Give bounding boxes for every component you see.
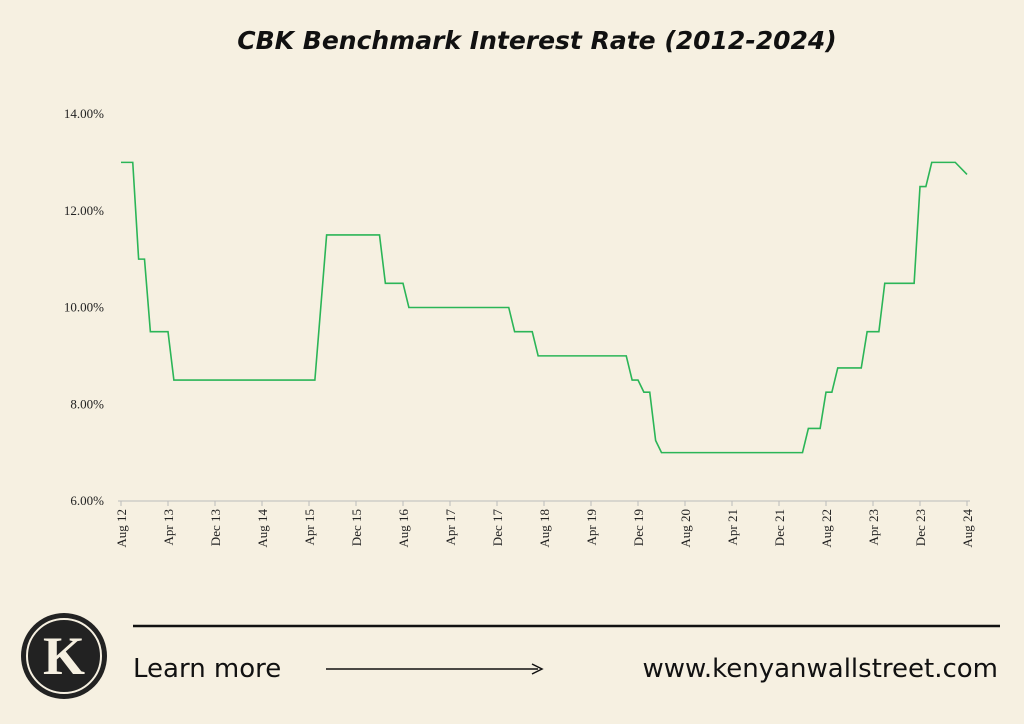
learn-more[interactable]: Learn more — [133, 654, 281, 684]
y-tick-label: 6.00% — [70, 493, 104, 508]
x-tick-label: Aug 12 — [114, 509, 129, 548]
x-tick-label: Aug 18 — [537, 509, 552, 548]
x-tick-label: Apr 19 — [584, 509, 599, 545]
x-tick-label: Aug 24 — [960, 509, 975, 548]
x-tick-label: Apr 21 — [725, 509, 740, 545]
x-tick-label: Dec 15 — [349, 509, 364, 546]
x-tick-label: Aug 14 — [255, 509, 270, 548]
rate-line — [121, 161, 968, 454]
x-tick-label: Dec 13 — [208, 509, 223, 546]
x-tick-label: Aug 20 — [678, 509, 693, 548]
plot: 6.00% 8.00% 10.00% 12.00% 14.00% Aug 12 Apr 13… — [64, 106, 975, 548]
arrow-head — [531, 663, 544, 675]
x-tick-label: Dec 19 — [631, 509, 646, 546]
y-tick-label: 10.00% — [64, 300, 104, 315]
x-tick-label: Apr 17 — [443, 509, 458, 546]
logo-letter: K — [43, 626, 85, 686]
x-tick-label: Dec 23 — [913, 509, 928, 546]
x-tick-label: Aug 22 — [819, 509, 834, 548]
x-tick-label: Dec 17 — [490, 509, 505, 547]
x-tick-label: Apr 13 — [161, 509, 176, 545]
y-tick-label: 8.00% — [70, 396, 104, 411]
x-tick-label: Apr 15 — [302, 509, 317, 545]
y-tick-label: 12.00% — [64, 203, 104, 218]
logo-ring — [26, 618, 102, 694]
y-tick-label: 14.00% — [64, 106, 104, 121]
x-tick-label: Apr 23 — [866, 509, 881, 545]
x-tick-label: Dec 21 — [772, 509, 787, 546]
chart-title: CBK Benchmark Interest Rate (2012-2024) — [237, 26, 836, 55]
x-tick-label: Aug 16 — [396, 509, 411, 548]
logo — [21, 613, 107, 699]
site-url[interactable]: www.kenyanwallstreet.com — [642, 654, 998, 684]
